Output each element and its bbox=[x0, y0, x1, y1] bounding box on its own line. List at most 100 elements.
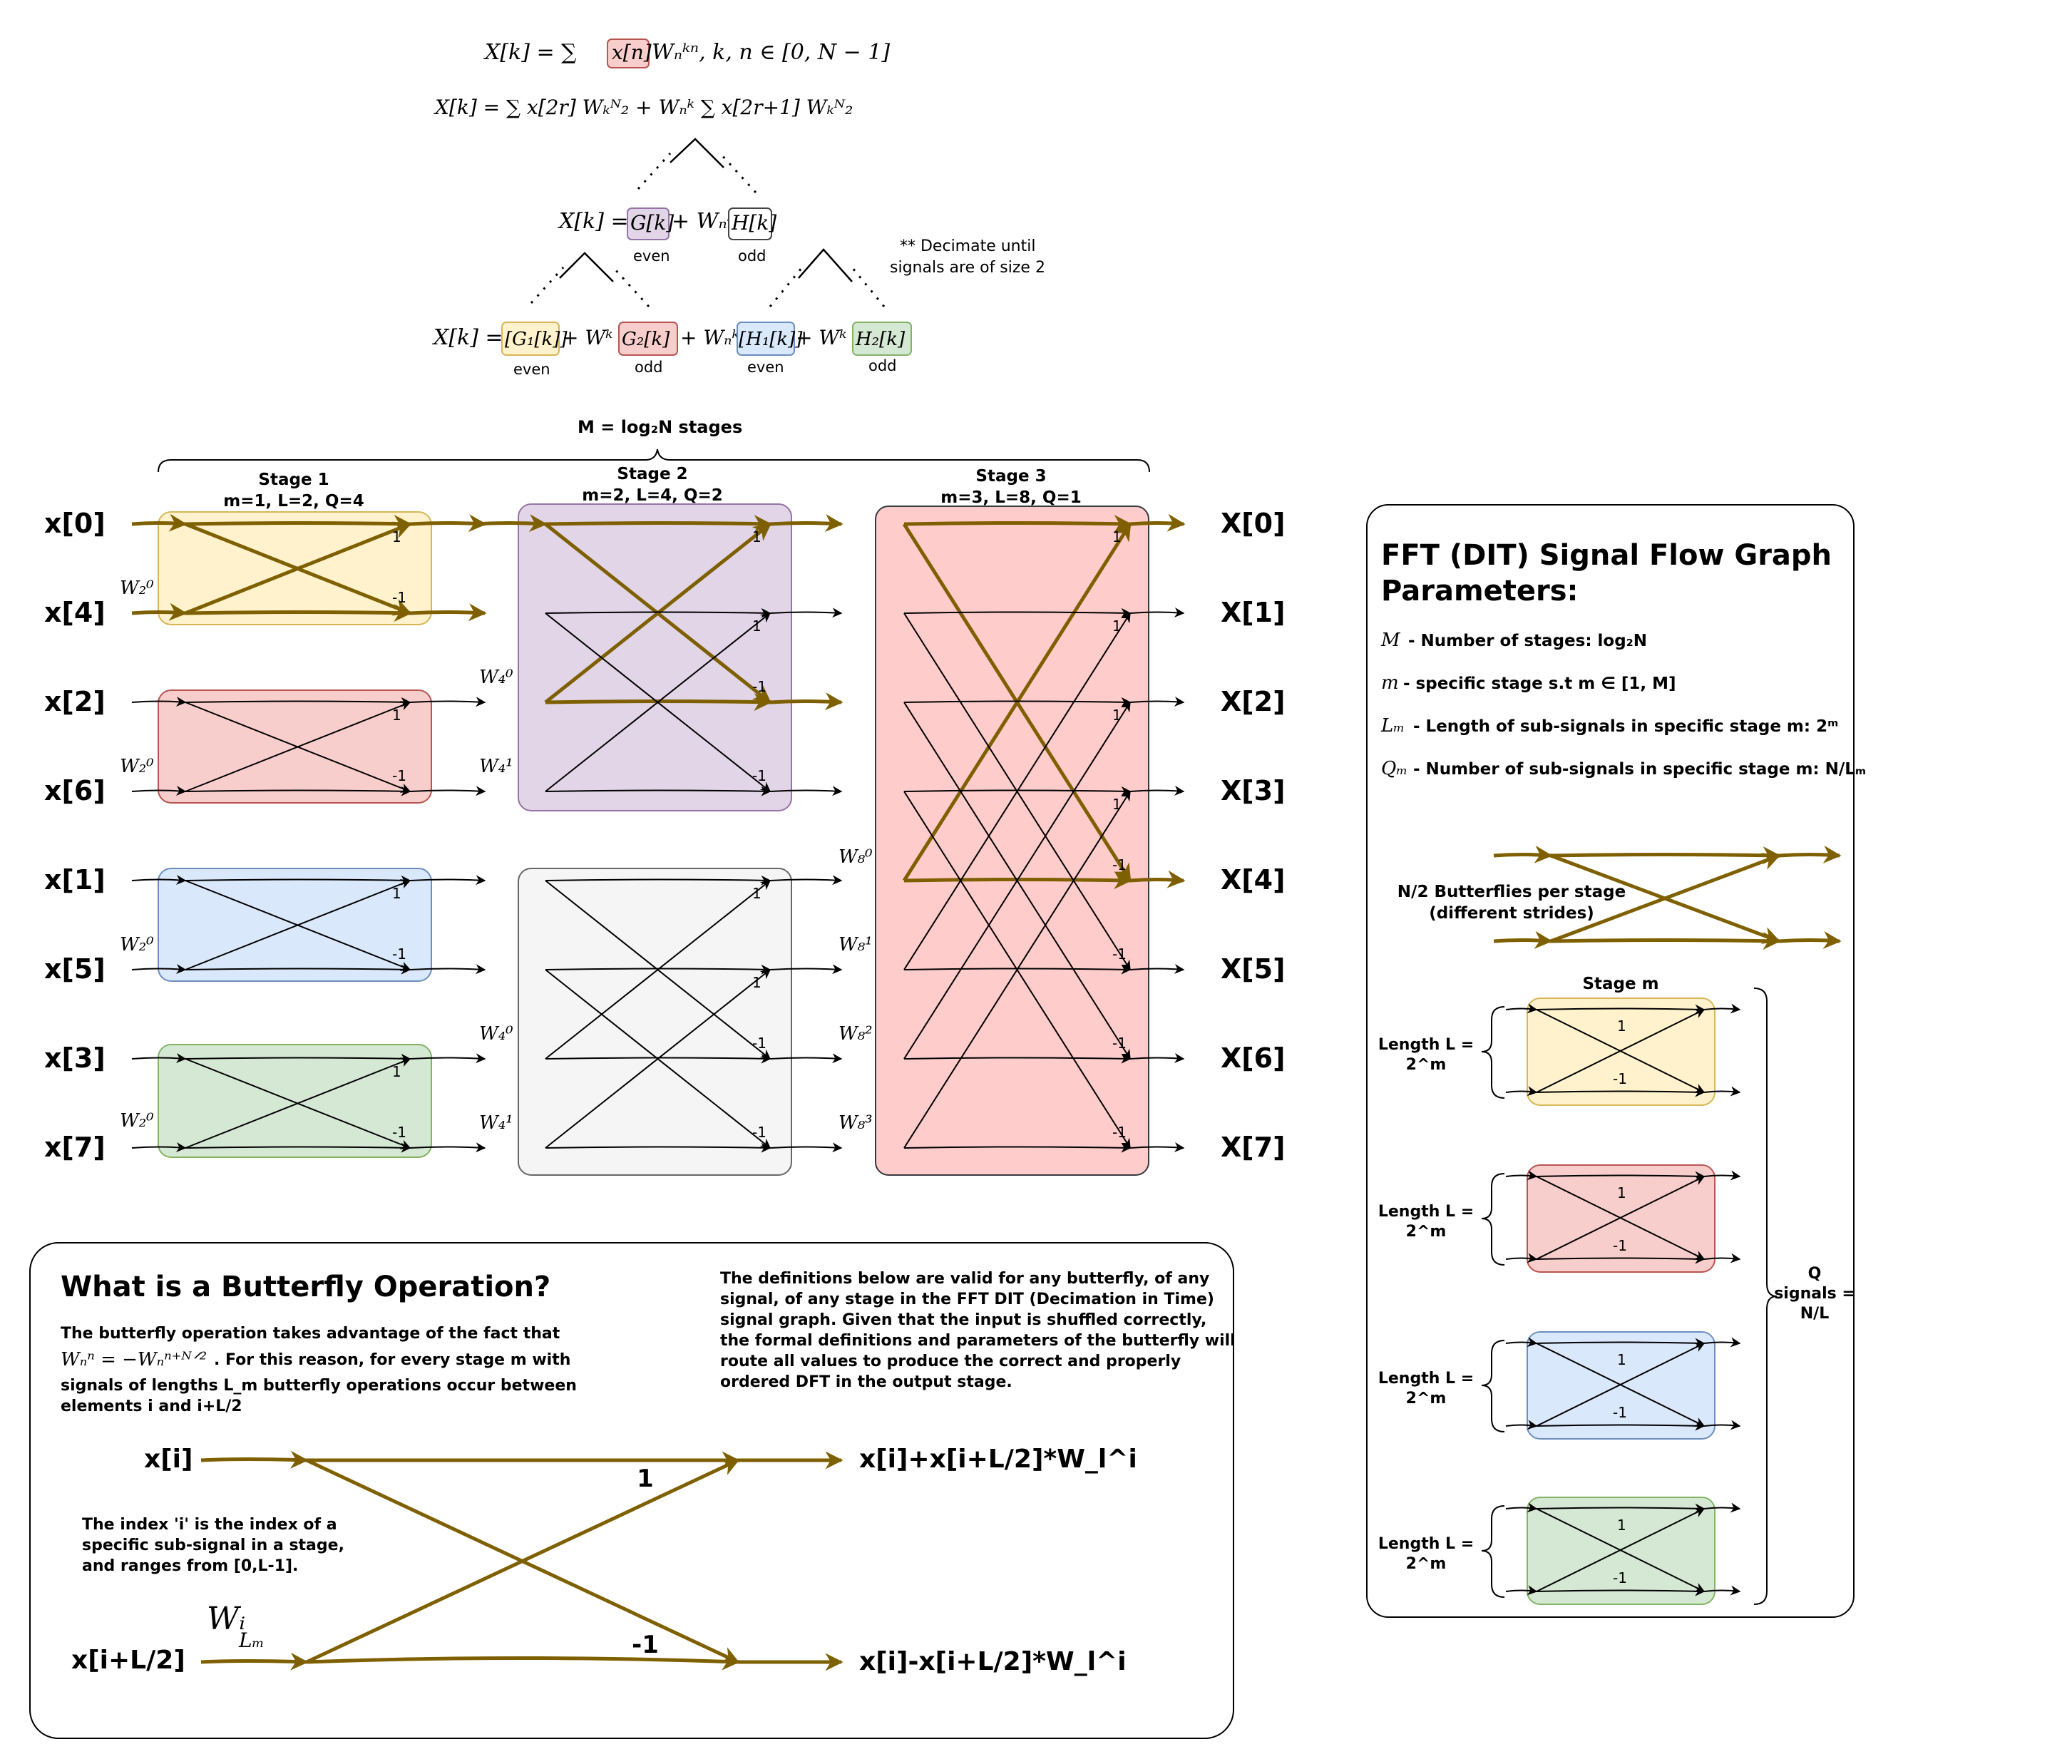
length-label-1a: Length L = bbox=[1378, 1036, 1474, 1054]
param-edge bbox=[1536, 1343, 1706, 1427]
output-label: X[2] bbox=[1221, 686, 1285, 717]
stages-label: M = log₂N stages bbox=[578, 417, 742, 437]
def-Q-sym: Qₘ bbox=[1381, 758, 1407, 779]
output-label: X[7] bbox=[1221, 1132, 1285, 1163]
s2-weight-plus: 1 bbox=[752, 974, 761, 991]
bf-out-bottom: x[i]-x[i+L/2]*W_l^i bbox=[859, 1647, 1127, 1676]
params-title-1: FFT (DIT) Signal Flow Graph bbox=[1381, 539, 1832, 572]
length-label-4a: Length L = bbox=[1378, 1535, 1474, 1553]
param-out-top bbox=[1703, 1170, 1741, 1181]
s3-edge bbox=[903, 515, 1132, 533]
svg-text:X[k] =: X[k] = bbox=[432, 325, 503, 350]
stage2-box-purple bbox=[518, 503, 792, 811]
s3-weight-plus: 1 bbox=[1112, 796, 1122, 813]
param-edge bbox=[1536, 1508, 1706, 1592]
param-edge bbox=[1536, 1420, 1706, 1431]
s1-edge bbox=[185, 1053, 411, 1064]
input-label: x[0] bbox=[44, 508, 106, 539]
input-lead bbox=[131, 1142, 187, 1152]
output-lead bbox=[1129, 607, 1185, 617]
g1-box bbox=[501, 322, 560, 356]
s3-weight-minus: -1 bbox=[1112, 1035, 1127, 1052]
fork-3 bbox=[798, 248, 853, 282]
tw-s1-1: W₂⁰ bbox=[120, 756, 154, 777]
example-in-top bbox=[1493, 845, 1553, 863]
param-weight-plus: 1 bbox=[1617, 1351, 1626, 1368]
butterfly-desc-1: The butterfly operation takes advantage … bbox=[61, 1325, 560, 1343]
g2-box bbox=[618, 322, 678, 356]
param-in-bottom bbox=[1505, 1420, 1538, 1430]
length-label-2a: Length L = bbox=[1378, 1203, 1474, 1221]
param-weight-plus: 1 bbox=[1617, 1184, 1626, 1201]
length-label-3a: Length L = bbox=[1378, 1370, 1474, 1388]
twiddle-labels: W₂⁰ W₂⁰ W₂⁰ W₂⁰ W₄⁰ W₄¹ W₄⁰ W₄¹ W₈⁰ W₈¹ … bbox=[120, 578, 873, 1134]
bf-in-bottom: x[i+L/2] bbox=[71, 1646, 185, 1675]
length-labels: Length L = 2^m Length L = 2^m Length L =… bbox=[1378, 1036, 1474, 1573]
fork-1 bbox=[670, 138, 724, 168]
g-box bbox=[627, 207, 670, 240]
tw-s3-1: W₈¹ bbox=[838, 934, 873, 955]
dots-1b bbox=[719, 152, 757, 194]
output-label: X[1] bbox=[1221, 597, 1285, 628]
s3-edge bbox=[903, 786, 1132, 796]
link-2-3 bbox=[769, 607, 843, 618]
output-label: X[4] bbox=[1221, 864, 1285, 896]
h2-box bbox=[852, 322, 912, 356]
butterflies-per-stage-2: (different strides) bbox=[1429, 904, 1594, 923]
input-label: x[7] bbox=[44, 1132, 106, 1163]
param-weight-minus: -1 bbox=[1613, 1237, 1627, 1254]
butterfly-title: What is a Butterfly Operation? bbox=[61, 1271, 550, 1303]
s1-weight-minus: -1 bbox=[392, 767, 406, 784]
link-1-2 bbox=[409, 964, 486, 975]
tw-s2-1: W₄¹ bbox=[479, 756, 513, 777]
input-label: x[5] bbox=[44, 953, 106, 985]
butterflies-per-stage-1: N/2 Butterflies per stage bbox=[1397, 883, 1626, 901]
butterfly-panel: What is a Butterfly Operation? The butte… bbox=[29, 1242, 1236, 1739]
link-1-2b bbox=[473, 514, 548, 533]
param-in-top bbox=[1505, 1003, 1538, 1014]
s1-weight-plus: 1 bbox=[392, 528, 401, 545]
dots-1a bbox=[637, 152, 672, 190]
s3-edge bbox=[903, 697, 1132, 707]
fork-2 bbox=[559, 252, 614, 282]
stage1-params: m=1, L=2, Q=4 bbox=[223, 492, 364, 511]
param-weight-plus: 1 bbox=[1617, 1517, 1626, 1534]
s3-weight-minus: -1 bbox=[1112, 856, 1127, 873]
s1-edge bbox=[185, 1142, 411, 1153]
butterfly-desc-2-math: Wₙⁿ = −Wₙⁿ⁺ᴺᐟ² bbox=[61, 1349, 207, 1370]
input-lead bbox=[131, 964, 187, 974]
butterfly-desc-4: elements i and i+L/2 bbox=[61, 1398, 242, 1415]
param-out-bottom bbox=[1703, 1420, 1741, 1430]
butterfly-def-4: the formal definitions and parameters of… bbox=[720, 1332, 1236, 1350]
link-1-2 bbox=[409, 1142, 486, 1153]
s2-edge bbox=[545, 964, 771, 975]
s1-edge bbox=[185, 786, 411, 796]
param-in-top bbox=[1505, 1337, 1538, 1348]
svg-text:+ Wᵏ: + Wᵏ bbox=[796, 326, 846, 349]
butterfly-def-1: The definitions below are valid for any … bbox=[720, 1270, 1209, 1288]
stage-headers: Stage 1 m=1, L=2, Q=4 Stage 2 m=2, L=4, … bbox=[223, 465, 1082, 511]
bf-bottom-straight bbox=[306, 1652, 740, 1671]
split-formula: X[k] = ∑ x[2r] Wₖᴺ₂ + Wₙᵏ ∑ x[2r+1] Wₖᴺ₂ bbox=[434, 96, 853, 119]
svg-text:even: even bbox=[513, 361, 550, 378]
output-lead bbox=[1129, 870, 1186, 888]
output-lead bbox=[1129, 1142, 1185, 1152]
stages-brace bbox=[158, 448, 1150, 473]
butterfly-def-2: signal, of any stage in the FFT DIT (Dec… bbox=[720, 1291, 1214, 1308]
param-edge bbox=[1536, 1503, 1706, 1514]
dots-2b bbox=[612, 266, 650, 308]
param-weight-minus: -1 bbox=[1613, 1569, 1627, 1586]
tw-s2-2: W₄⁰ bbox=[479, 1023, 513, 1045]
length-braces bbox=[1481, 988, 1778, 1605]
s2-edge bbox=[545, 612, 771, 792]
tw-s3-0: W₈⁰ bbox=[838, 846, 873, 868]
butterfly-def-5: route all values to produce the correct … bbox=[720, 1353, 1181, 1370]
s1-edge bbox=[185, 1057, 411, 1149]
svg-text:+ Wₙᵏ: + Wₙᵏ bbox=[672, 209, 735, 234]
svg-text:G₂[k]: G₂[k] bbox=[622, 329, 670, 350]
flow-lines bbox=[131, 513, 1186, 1153]
output-label: X[0] bbox=[1221, 508, 1285, 539]
s1-weight-plus: 1 bbox=[392, 885, 401, 902]
def-M-sym: M bbox=[1380, 630, 1401, 651]
